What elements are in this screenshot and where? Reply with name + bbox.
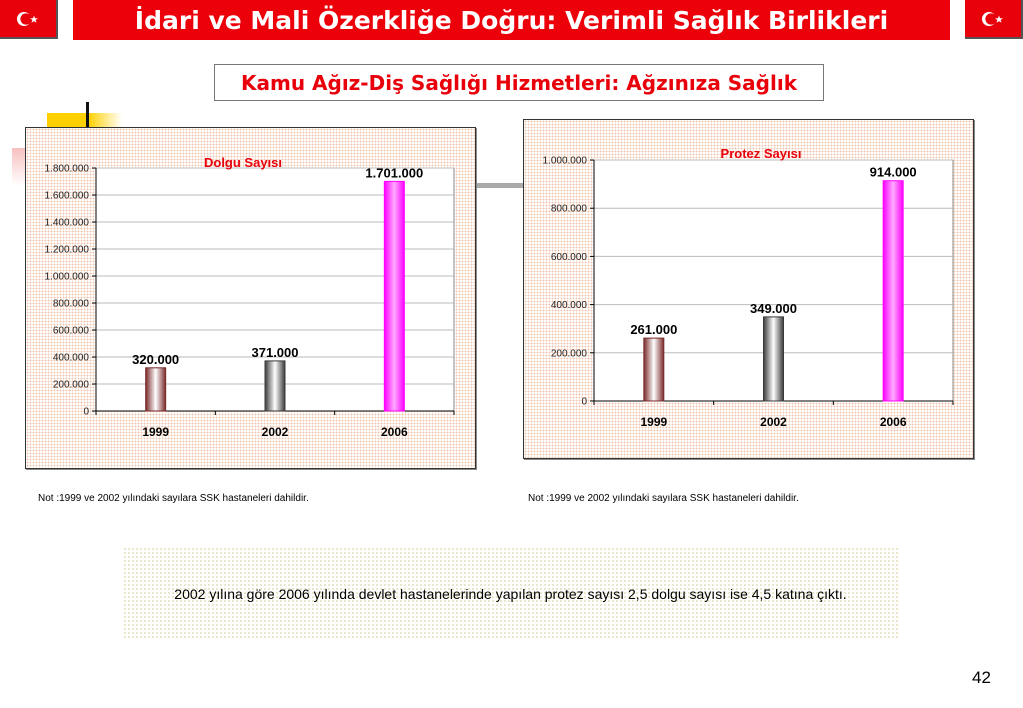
y-tick-label: 0 — [581, 397, 587, 408]
note-left: Not :1999 ve 2002 yılındaki sayılara SSK… — [38, 493, 309, 504]
turkish-flag-icon — [965, 0, 1023, 39]
chart-title: Protez Sayısı — [721, 146, 802, 161]
decor-black-line — [86, 102, 89, 128]
y-tick-label: 600.000 — [53, 326, 90, 337]
chart-protez-svg: 0 200.000 400.000 600.000 800.000 1.000.000 26… — [543, 146, 954, 429]
bar-1999 — [643, 337, 665, 402]
bar-2002 — [763, 316, 784, 402]
page-number: 42 — [972, 668, 991, 687]
summary-box: 2002 yılına göre 2006 yılında devlet has… — [123, 547, 898, 640]
bar-2006 — [383, 180, 405, 412]
x-tick-label: 1999 — [640, 415, 667, 429]
turkish-flag-icon — [0, 0, 58, 39]
y-tick-label: 1.600.000 — [45, 191, 90, 202]
chart-dolgu-svg: 0 200.000 400.000 600.000 800.000 1.000.000 1.… — [45, 155, 455, 439]
y-tick-label: 200.000 — [551, 348, 588, 359]
x-tick-label: 1999 — [142, 425, 169, 439]
data-label: 349.000 — [750, 301, 797, 316]
x-tick-label: 2002 — [262, 425, 289, 439]
y-tick-label: 0 — [83, 407, 89, 418]
y-tick-label: 1.000.000 — [543, 156, 588, 167]
data-label: 1.701.000 — [365, 165, 423, 180]
chart-protez: 0 200.000 400.000 600.000 800.000 1.000.000 26… — [523, 119, 974, 459]
summary-text: 2002 yılına göre 2006 yılında devlet has… — [174, 585, 847, 602]
y-tick-label: 1.400.000 — [45, 218, 90, 229]
y-tick-label: 1.800.000 — [45, 164, 90, 175]
y-tick-label: 800.000 — [53, 299, 90, 310]
bar-1999 — [145, 367, 167, 412]
x-tick-label: 2002 — [760, 415, 787, 429]
note-right: Not :1999 ve 2002 yılındaki sayılara SSK… — [528, 493, 799, 504]
y-tick-label: 800.000 — [551, 204, 588, 215]
decor-pink-bar — [12, 148, 26, 186]
data-label: 914.000 — [870, 165, 917, 180]
y-tick-label: 200.000 — [53, 380, 90, 391]
x-tick-label: 2006 — [880, 415, 907, 429]
y-tick-label: 1.000.000 — [45, 272, 90, 283]
chart-title: Dolgu Sayısı — [204, 155, 282, 170]
y-tick-label: 400.000 — [551, 300, 588, 311]
y-tick-label: 400.000 — [53, 353, 90, 364]
data-label: 320.000 — [132, 352, 179, 367]
bar-2006 — [882, 180, 904, 402]
data-label: 371.000 — [252, 345, 299, 360]
decor-gray-line — [476, 183, 523, 188]
chart-dolgu: 0 200.000 400.000 600.000 800.000 1.000.000 1.… — [25, 127, 476, 469]
y-tick-label: 1.200.000 — [45, 245, 90, 256]
page-title: İdari ve Mali Özerkliğe Doğru: Verimli S… — [73, 0, 950, 40]
data-label: 261.000 — [630, 322, 677, 337]
bar-2002 — [264, 360, 286, 412]
decor-yellow-bar — [47, 113, 122, 128]
y-tick-label: 600.000 — [551, 252, 588, 263]
x-tick-label: 2006 — [381, 425, 408, 439]
section-subtitle: Kamu Ağız-Diş Sağlığı Hizmetleri: Ağzını… — [214, 64, 824, 101]
